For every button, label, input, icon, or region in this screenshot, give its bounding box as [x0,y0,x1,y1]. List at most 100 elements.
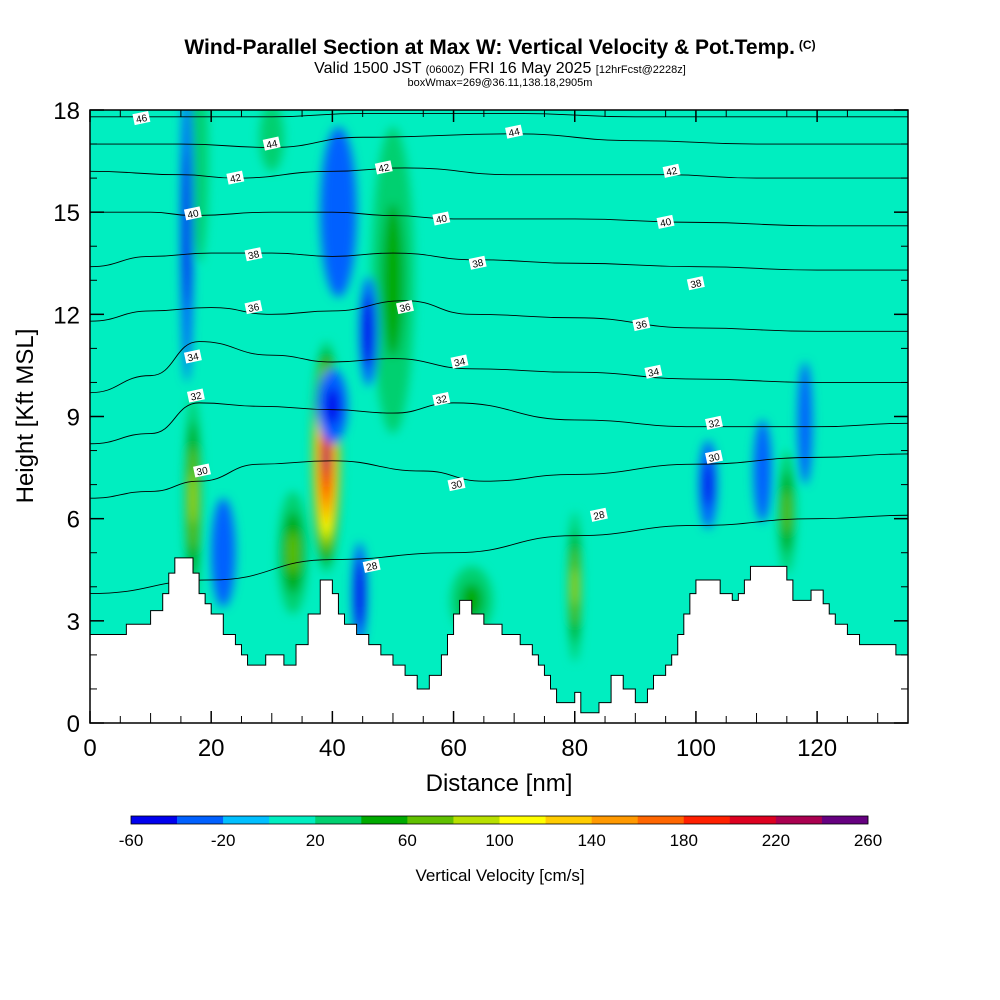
colorbar-tick-label: 220 [762,831,790,850]
isentrope-value: 32 [708,418,722,431]
colorbar-tick-label: 60 [398,831,417,850]
copyright-mark: (C) [798,38,816,52]
isentrope-value: 32 [435,394,449,407]
isentrope-value: 38 [247,249,261,262]
colorbar-swatch [131,816,178,824]
velocity-cell [567,511,583,662]
colorbar-swatch [591,816,638,824]
label-backdrop [186,388,205,403]
velocity-cell [359,276,378,386]
velocity-cell [259,110,284,172]
velocity-contour [783,491,790,533]
velocity-cell [277,491,309,615]
isentrope-value: 28 [365,561,379,574]
velocity-contour [382,203,404,357]
label-backdrop [589,507,608,522]
isentrope-label: 42 [662,163,681,179]
title-text: Wind-Parallel Section at Max W: Vertical… [184,36,795,59]
y-tick-label: 6 [67,507,80,534]
isentrope-label: 28 [362,558,381,574]
velocity-contour [190,472,196,524]
isentrope-value: 42 [665,166,679,179]
label-backdrop [183,349,202,364]
isentrope-label: 34 [450,354,469,370]
label-backdrop [505,124,524,139]
isentrope-label: 30 [193,463,211,479]
label-backdrop [447,477,466,492]
label-backdrop [262,136,281,151]
label-backdrop [244,299,263,315]
isentrope-value: 30 [708,452,722,465]
x-tick-label: 0 [83,735,96,762]
isentrope-value: 40 [659,217,673,230]
velocity-contour [703,462,713,507]
label-backdrop [193,463,211,478]
y-tick-label: 9 [67,405,80,432]
y-tick-label: 15 [53,200,80,227]
y-axis-label: Height [Kft MSL] [12,329,39,504]
velocity-cell [753,419,772,523]
velocity-cell [777,450,796,574]
isentrope-32 [90,402,908,445]
isentrope-46 [90,112,908,118]
isentrope-label: 36 [632,317,651,332]
isentrope-28 [90,514,908,595]
x-tick-label: 100 [676,735,716,762]
isentrope-label: 38 [686,276,705,291]
velocity-contour [287,532,299,574]
chart-title: Wind-Parallel Section at Max W: Vertical… [0,36,1000,60]
isentrope-value: 42 [377,162,391,175]
isentrope-38 [90,252,908,271]
velocity-contour [753,419,772,523]
isentrope-value: 30 [196,465,210,478]
colorbar-swatch [361,816,408,824]
colorbar-frame [130,815,869,825]
isentrope-label: 32 [432,391,451,407]
y-tick-label: 18 [53,98,80,125]
colorbar-tick-label: 260 [854,831,882,850]
velocity-cell [797,362,813,485]
label-backdrop [644,364,663,379]
x-tick-label: 120 [797,735,837,762]
isentrope-label: 36 [244,299,263,315]
velocity-contour [365,313,372,350]
isentrope-value: 42 [229,172,243,185]
y-tick-label: 12 [53,302,80,329]
isentrope-value: 38 [690,278,704,291]
colorbar-tick-label: -60 [119,831,144,850]
isentrope-label: 46 [132,110,151,126]
isentrope-value: 34 [647,367,661,380]
label-backdrop [226,170,245,185]
colorbar-tick-label: 20 [306,831,325,850]
isentrope-label: 38 [244,247,263,262]
isentrope-value: 36 [247,302,261,315]
terrain [90,557,908,723]
isentrope-36 [90,300,908,332]
isentrope-value: 32 [190,390,204,403]
velocity-contour [357,576,363,611]
isentrope-label: 34 [644,364,663,380]
label-backdrop [132,110,151,126]
isentrope-label: 38 [468,255,487,271]
label-backdrop [686,276,705,291]
label-backdrop [705,415,723,430]
colorbar-tick-label: 140 [577,831,605,850]
x-axis-label: Distance [nm] [426,770,573,797]
label-backdrop [244,247,263,262]
y-tick-label: 3 [67,609,80,636]
forecast-info: [12hrFcst@2228z] [595,64,686,76]
colorbar-tick-label: -20 [211,831,236,850]
isentrope-label: 36 [396,299,414,315]
isentrope-label: 30 [705,449,723,465]
label-backdrop [705,449,723,464]
label-backdrop [183,206,202,221]
label-backdrop [632,317,651,332]
isentrope-label: 40 [656,214,675,230]
colorbar-swatch [223,816,270,824]
velocity-contour [324,447,329,468]
isentrope-label: 40 [432,211,451,226]
isentrope-label: 42 [226,170,245,186]
valid-time: Valid 1500 JST [314,60,422,77]
